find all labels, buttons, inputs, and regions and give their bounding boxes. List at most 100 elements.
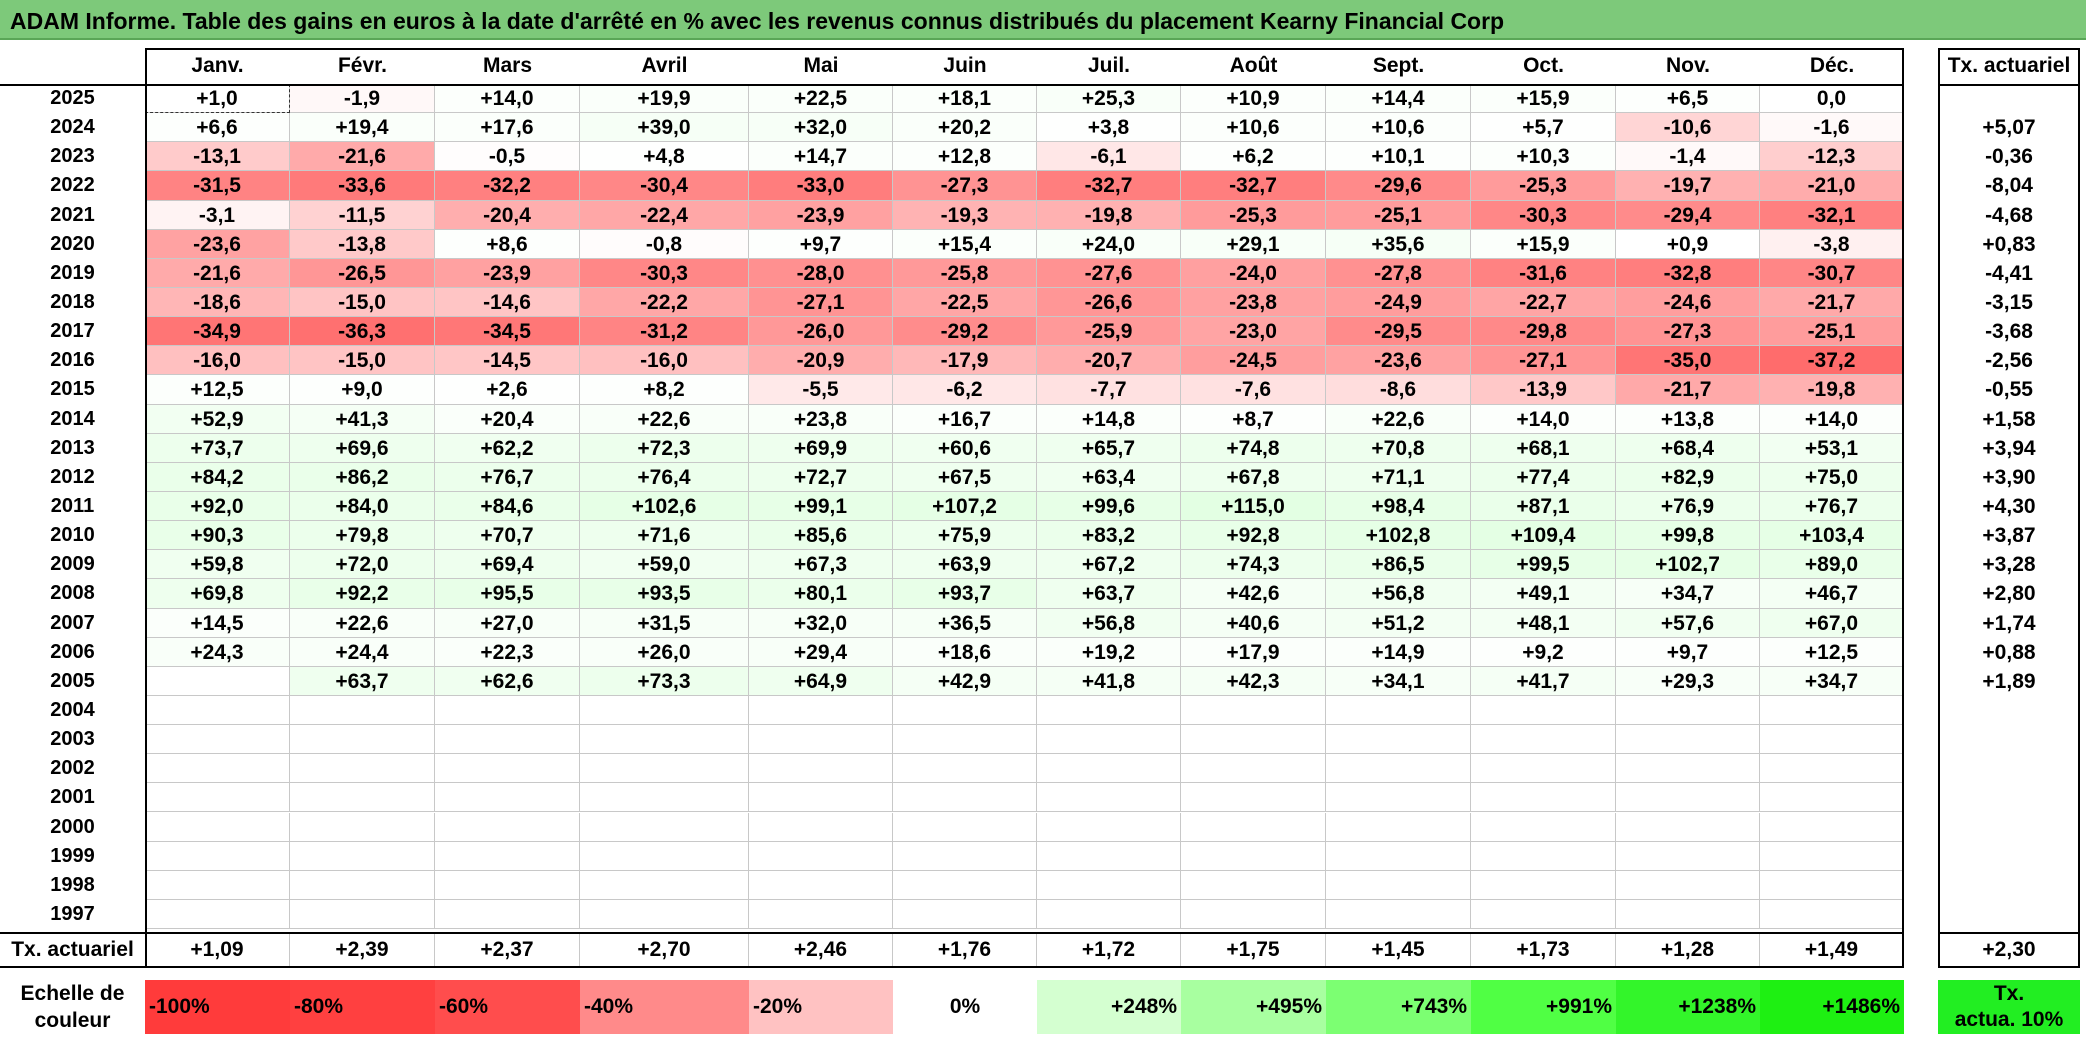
gain-cell: +6,5 bbox=[1616, 84, 1760, 114]
gain-cell: +41,8 bbox=[1037, 666, 1181, 696]
gain-cell: +29,4 bbox=[749, 637, 893, 667]
month-header-5: Mai bbox=[803, 54, 839, 77]
gain-cell: +72,7 bbox=[749, 462, 893, 492]
year-label: 2001 bbox=[50, 786, 95, 809]
gain-cell: +32,0 bbox=[749, 113, 893, 143]
header-rule bbox=[0, 84, 1904, 86]
gain-cell: -22,7 bbox=[1471, 287, 1616, 318]
gain-cell: +6,6 bbox=[145, 113, 290, 143]
year-label: 2016 bbox=[50, 349, 95, 372]
year-label: 1997 bbox=[50, 902, 95, 925]
gain-cell: +92,8 bbox=[1181, 521, 1326, 551]
gain-cell bbox=[749, 754, 893, 784]
gain-cell bbox=[1471, 870, 1616, 900]
gain-cell: +12,8 bbox=[893, 142, 1037, 172]
year-label: 2007 bbox=[50, 611, 95, 634]
gain-cell: -29,2 bbox=[893, 317, 1037, 347]
year-label: 2006 bbox=[50, 640, 95, 663]
gain-cell bbox=[1181, 870, 1326, 900]
gain-cell: -25,1 bbox=[1326, 200, 1471, 230]
gain-cell: +16,7 bbox=[893, 404, 1037, 434]
gain-cell bbox=[1471, 841, 1616, 871]
gain-cell bbox=[145, 695, 290, 726]
gain-cell bbox=[290, 725, 435, 755]
gain-cell bbox=[749, 812, 893, 842]
gain-cell: +42,9 bbox=[893, 666, 1037, 696]
gain-cell: +9,2 bbox=[1471, 637, 1616, 667]
month-header-6: Juin bbox=[943, 54, 987, 77]
footer-rate-cell: +1,73 bbox=[1471, 932, 1616, 968]
gain-cell: -19,8 bbox=[1760, 375, 1904, 405]
gain-cell: -22,2 bbox=[580, 287, 749, 318]
scale-label-line: couleur bbox=[34, 1009, 111, 1032]
gain-cell bbox=[290, 870, 435, 900]
gain-cell: +10,9 bbox=[1181, 84, 1326, 114]
month-header-7: Juil. bbox=[1087, 54, 1130, 77]
gain-cell bbox=[1326, 812, 1471, 842]
rate-header-rule bbox=[1938, 84, 2080, 86]
footer-total-rate: +2,30 bbox=[1982, 938, 2036, 961]
rate-footer-rule bbox=[1938, 932, 2080, 934]
month-header-12: Déc. bbox=[1809, 54, 1855, 77]
gain-cell bbox=[435, 841, 580, 871]
gain-cell: +115,0 bbox=[1181, 491, 1326, 522]
scale-step: -20% bbox=[749, 980, 893, 1034]
rate-cell bbox=[1938, 871, 2080, 900]
gain-cell: +42,3 bbox=[1181, 666, 1326, 696]
rate-cell: -0,55 bbox=[1985, 378, 2033, 402]
gain-cell bbox=[435, 695, 580, 726]
gain-cell bbox=[1181, 695, 1326, 726]
gain-cell: -25,3 bbox=[1471, 171, 1616, 201]
gain-cell: -11,5 bbox=[290, 200, 435, 230]
gain-cell bbox=[145, 725, 290, 755]
rate-cell: +4,30 bbox=[1982, 494, 2036, 518]
gain-cell: -0,5 bbox=[435, 142, 580, 172]
gain-cell: -23,9 bbox=[435, 258, 580, 288]
year-label: 2019 bbox=[50, 261, 95, 284]
gain-cell bbox=[1760, 783, 1904, 813]
gain-cell: +79,8 bbox=[290, 521, 435, 551]
year-label: 2002 bbox=[50, 757, 95, 780]
year-label: 2020 bbox=[50, 232, 95, 255]
gain-cell bbox=[580, 812, 749, 842]
year-label: 2005 bbox=[50, 669, 95, 692]
gain-cell bbox=[290, 899, 435, 930]
gain-cell: +15,9 bbox=[1471, 229, 1616, 259]
gain-cell bbox=[290, 695, 435, 726]
gain-cell: +85,6 bbox=[749, 521, 893, 551]
gain-cell: +90,3 bbox=[145, 521, 290, 551]
gain-cell: -23,6 bbox=[1326, 346, 1471, 376]
gain-cell: +2,6 bbox=[435, 375, 580, 405]
rate-cell: +1,89 bbox=[1982, 669, 2036, 693]
gain-cell: +63,4 bbox=[1037, 462, 1181, 492]
footer-rate-cell: +2,37 bbox=[435, 932, 580, 968]
gain-cell: +59,8 bbox=[145, 550, 290, 580]
year-label: 2000 bbox=[50, 815, 95, 838]
gain-cell bbox=[749, 695, 893, 726]
gain-cell: -26,0 bbox=[749, 317, 893, 347]
gain-cell: +93,5 bbox=[580, 579, 749, 609]
gain-cell: +67,3 bbox=[749, 550, 893, 580]
gain-cell: -15,0 bbox=[290, 287, 435, 318]
gain-cell bbox=[1037, 725, 1181, 755]
gain-cell: -25,3 bbox=[1181, 200, 1326, 230]
rate-cell bbox=[1938, 725, 2080, 754]
gain-cell: -6,2 bbox=[893, 375, 1037, 405]
rate-cell: -8,04 bbox=[1985, 174, 2033, 198]
gain-cell: -24,0 bbox=[1181, 258, 1326, 288]
gain-cell: +65,7 bbox=[1037, 433, 1181, 463]
scale-step: +1486% bbox=[1760, 980, 1904, 1034]
gain-cell: -30,7 bbox=[1760, 258, 1904, 288]
gain-cell: -32,7 bbox=[1181, 171, 1326, 201]
gain-cell: +20,4 bbox=[435, 404, 580, 434]
gain-cell: +98,4 bbox=[1326, 491, 1471, 522]
gain-cell: +84,6 bbox=[435, 491, 580, 522]
gain-cell: -35,0 bbox=[1616, 346, 1760, 376]
gain-cell: -33,0 bbox=[749, 171, 893, 201]
gain-cell: -20,7 bbox=[1037, 346, 1181, 376]
gain-cell bbox=[1616, 783, 1760, 813]
gain-cell: +70,7 bbox=[435, 521, 580, 551]
gain-cell bbox=[1616, 725, 1760, 755]
gain-cell: -20,9 bbox=[749, 346, 893, 376]
gain-cell: +24,3 bbox=[145, 637, 290, 667]
